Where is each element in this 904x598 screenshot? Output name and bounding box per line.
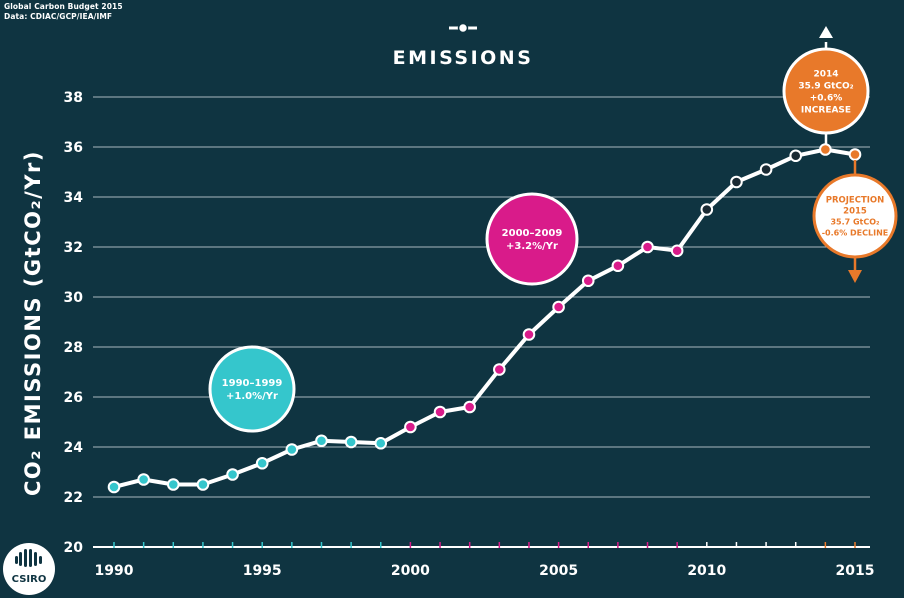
csiro-emblem-icon <box>15 549 42 567</box>
y-tick-label: 32 <box>64 240 83 256</box>
annotation-decade-1990s: 1990–1999 +1.0%/Yr <box>208 345 296 433</box>
data-point <box>789 149 803 163</box>
data-point <box>137 473 150 486</box>
axes: 20 22 24 26 28 30 32 34 36 38 1990 1995 2000 2005 2010… <box>64 90 875 579</box>
annotation-text: INCREASE <box>801 105 851 115</box>
data-point <box>255 456 269 470</box>
data-point <box>166 478 180 491</box>
annotation-text: +3.2%/Yr <box>506 241 558 252</box>
data-point <box>611 259 625 273</box>
data-point <box>730 175 743 189</box>
x-tick-label: 1995 <box>243 563 282 579</box>
y-axis-label: CO₂ EMISSIONS (GtCO₂/Yr) <box>21 150 45 496</box>
data-sources: Data: CDIAC/GCP/IEA/IMF <box>4 12 113 21</box>
data-point <box>848 148 862 161</box>
y-tick-label: 22 <box>64 490 83 506</box>
data-point <box>107 480 121 494</box>
data-point <box>641 240 654 254</box>
legend-line-icon <box>449 22 477 34</box>
gridlines <box>93 96 870 498</box>
annotation-text: 2015 <box>843 207 867 217</box>
annotation-text: PROJECTION <box>826 196 885 206</box>
emissions-line <box>112 147 857 489</box>
y-tick-label: 30 <box>64 290 84 306</box>
x-tick-label: 2015 <box>836 563 875 579</box>
data-point <box>700 203 714 216</box>
data-point <box>404 420 417 434</box>
y-tick-label: 36 <box>64 140 83 156</box>
emissions-series <box>107 143 862 494</box>
up-arrow-icon <box>819 26 833 38</box>
data-point <box>285 443 299 456</box>
data-point <box>344 435 358 449</box>
y-tick-label: 28 <box>64 340 83 356</box>
source-credit: Global Carbon Budget 2015 <box>4 2 123 11</box>
x-tick-label: 2010 <box>687 563 726 579</box>
data-point <box>463 400 476 414</box>
y-tick-label: 24 <box>64 440 84 456</box>
annotations: 1990–1999 +1.0%/Yr 2000–2009 +3.2%/Yr 2014 35… <box>208 26 898 433</box>
data-point <box>315 434 328 448</box>
x-tick-label: 2000 <box>391 563 430 579</box>
annotation-decade-2000s: 2000–2009 +3.2%/Yr <box>485 192 579 286</box>
y-tick-label: 20 <box>64 540 84 556</box>
data-point <box>196 478 210 491</box>
annotation-bubble <box>812 173 898 259</box>
data-point <box>226 468 239 481</box>
data-point <box>374 436 388 450</box>
data-point <box>493 363 506 376</box>
y-tick-label: 38 <box>64 90 83 106</box>
csiro-logo: CSIRO <box>3 543 55 595</box>
y-tick-label: 34 <box>64 190 84 206</box>
chart-title: EMISSIONS <box>393 47 534 69</box>
data-point <box>522 328 536 341</box>
x-tick-label: 1990 <box>95 563 134 579</box>
x-tick-label: 2005 <box>539 563 578 579</box>
annotation-bubble <box>208 345 296 433</box>
annotation-text: 35.7 GtCO₂ <box>830 218 880 227</box>
y-tick-label: 26 <box>64 390 83 406</box>
annotation-year-2014: 2014 35.9 GtCO₂ +0.6% INCREASE <box>782 47 870 135</box>
annotation-text: 1990–1999 <box>222 378 283 389</box>
annotation-text: 2000–2009 <box>502 228 563 239</box>
annotation-text: +1.0%/Yr <box>226 391 278 402</box>
data-point <box>819 143 832 156</box>
logo-text: CSIRO <box>11 574 47 585</box>
data-point <box>552 300 565 314</box>
data-point <box>670 244 684 258</box>
data-point <box>433 405 447 419</box>
annotation-text: 2014 <box>813 69 838 79</box>
data-point <box>581 274 595 288</box>
annotation-bubble <box>782 47 870 135</box>
annotation-text: +0.6% <box>810 93 843 103</box>
annotation-text: -0.6% DECLINE <box>822 229 889 238</box>
down-arrow-icon <box>848 270 862 283</box>
data-point <box>759 163 773 176</box>
annotation-bubble <box>485 192 579 286</box>
annotation-text: 35.9 GtCO₂ <box>798 81 853 91</box>
